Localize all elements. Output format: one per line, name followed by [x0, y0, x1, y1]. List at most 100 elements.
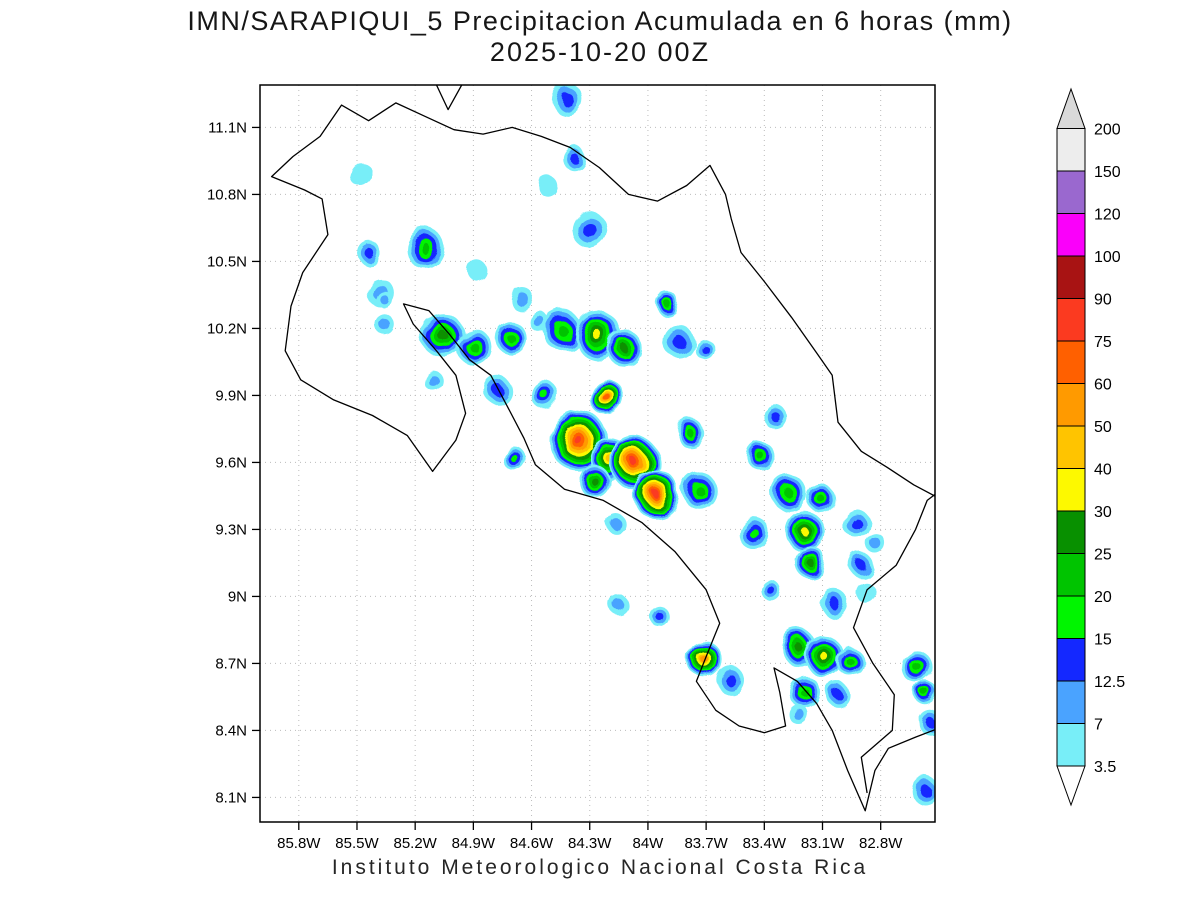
- precip-contour: [609, 517, 621, 529]
- x-axis-tick-label: 85.5W: [335, 835, 379, 852]
- precip-contour: [540, 391, 550, 400]
- colorbar-band: [1056, 638, 1086, 682]
- precip-contour: [801, 688, 809, 697]
- panama-border-line: [852, 493, 935, 794]
- colorbar-tick-label: 20: [1094, 589, 1112, 606]
- precip-contour: [785, 489, 794, 499]
- y-axis-tick-label: 8.1N: [215, 789, 247, 806]
- x-axis-tick-label: 84.9W: [452, 835, 496, 852]
- colorbar-tick-label: 40: [1094, 462, 1112, 479]
- y-axis-tick-label: 9.3N: [215, 521, 247, 538]
- colorbar-band: [1056, 425, 1086, 469]
- precip-contour: [817, 494, 825, 502]
- precip-contour: [911, 661, 920, 670]
- precip-contour: [582, 223, 597, 238]
- colorbar-tick-label: 7: [1094, 717, 1103, 734]
- precip-contour: [749, 528, 760, 539]
- colorbar-tick-label: 120: [1094, 207, 1121, 224]
- colorbar-tick-label: 75: [1094, 334, 1112, 351]
- colorbar-tick-label: 3.5: [1094, 759, 1116, 776]
- colorbar-tick-label: 15: [1094, 632, 1112, 649]
- chart-title: IMN/SARAPIQUI_5 Precipitacion Acumulada …: [187, 6, 1013, 36]
- colorbar-band: [1056, 468, 1086, 512]
- x-axis-tick-label: 85.8W: [277, 835, 321, 852]
- colorbar-tick-label: 12.5: [1094, 674, 1125, 691]
- precip-contour: [437, 330, 447, 340]
- y-axis-tick-label: 8.7N: [215, 655, 247, 672]
- precip-contour: [537, 175, 557, 196]
- colorbar-band: [1056, 383, 1086, 427]
- x-axis: 85.8W 85.5W 85.2W 84.9W 84.6W 84.3W 84W 83.7W 83…: [277, 822, 903, 852]
- precip-contour: [856, 560, 866, 570]
- colorbar-tick-label: 50: [1094, 419, 1112, 436]
- precip-contour: [467, 260, 487, 281]
- colorbar-over-arrow: [1056, 87, 1086, 129]
- plot-border: [259, 84, 936, 823]
- costa-rica-coastline: [270, 102, 935, 812]
- precip-contour: [567, 151, 577, 162]
- y-axis-tick-label: 10.5N: [207, 253, 247, 270]
- y-axis-tick-label: 10.8N: [207, 186, 247, 203]
- y-axis-tick-label: 10.2N: [207, 320, 247, 337]
- precip-contour: [920, 785, 931, 797]
- precip-contour: [655, 612, 664, 621]
- precip-contour: [663, 300, 671, 308]
- map-outlines: [270, 85, 935, 812]
- precip-contour: [820, 652, 829, 661]
- colorbar-band: [1056, 723, 1086, 767]
- precip-contour: [469, 341, 478, 351]
- precip-contour: [828, 597, 840, 609]
- colorbar-band: [1056, 128, 1086, 172]
- precip-contour: [850, 517, 861, 529]
- x-axis-tick-label: 84.6W: [510, 835, 554, 852]
- precip-contour: [924, 716, 934, 727]
- precip-contour: [869, 537, 881, 549]
- precip-contour: [687, 429, 695, 438]
- precip-contour: [574, 436, 582, 445]
- precip-contour: [846, 657, 854, 665]
- precip-contour: [603, 394, 611, 402]
- lake-nicaragua-outline: [435, 85, 463, 111]
- precip-contour: [630, 458, 638, 467]
- colorbar-tick-label: 150: [1094, 164, 1121, 181]
- y-axis: 11.1N 10.8N 10.5N 10.2N 9.9N 9.6N 9.3N 9N 8.7N 8.…: [207, 119, 260, 806]
- x-axis-tick-label: 84W: [633, 835, 665, 852]
- chart-footer: Instituto Meteorologico Nacional Costa R…: [331, 856, 869, 879]
- chart-subtitle: 2025-10-20 00Z: [489, 37, 711, 67]
- precip-contour: [724, 673, 735, 685]
- colorbar-band: [1056, 595, 1086, 639]
- precip-contour: [700, 344, 708, 353]
- precip-contour: [420, 242, 430, 254]
- colorbar-band: [1056, 680, 1086, 724]
- x-axis-tick-label: 82.8W: [859, 835, 903, 852]
- x-axis-tick-label: 83.7W: [684, 835, 728, 852]
- precip-contour: [379, 294, 389, 304]
- x-axis-tick-label: 83.4W: [743, 835, 787, 852]
- colorbar-band: [1056, 255, 1086, 299]
- colorbar-tick-label: 30: [1094, 504, 1112, 521]
- colorbar-band: [1056, 553, 1086, 597]
- precip-contour: [793, 709, 805, 721]
- colorbar: [1056, 87, 1086, 807]
- precip-contour: [611, 597, 623, 609]
- precip-contour: [652, 490, 660, 498]
- colorbar-tick-label: 25: [1094, 547, 1112, 564]
- precip-contour: [620, 344, 629, 353]
- colorbar-band: [1056, 340, 1086, 384]
- precip-contour: [593, 330, 602, 340]
- precip-contour: [349, 162, 373, 187]
- precip-contour: [562, 94, 575, 107]
- colorbar-tick-label: 200: [1094, 122, 1121, 139]
- y-axis-tick-label: 9N: [228, 588, 247, 605]
- precip-contour: [378, 318, 390, 330]
- colorbar-tick-label: 100: [1094, 249, 1121, 266]
- y-axis-tick-label: 8.4N: [215, 722, 247, 739]
- colorbar-band: [1056, 510, 1086, 554]
- precip-contour: [801, 527, 809, 536]
- precip-contour: [672, 335, 686, 349]
- precip-contour: [833, 689, 843, 700]
- precip-contour: [533, 316, 545, 328]
- x-axis-tick-label: 83.1W: [801, 835, 845, 852]
- precip-contour: [512, 456, 520, 465]
